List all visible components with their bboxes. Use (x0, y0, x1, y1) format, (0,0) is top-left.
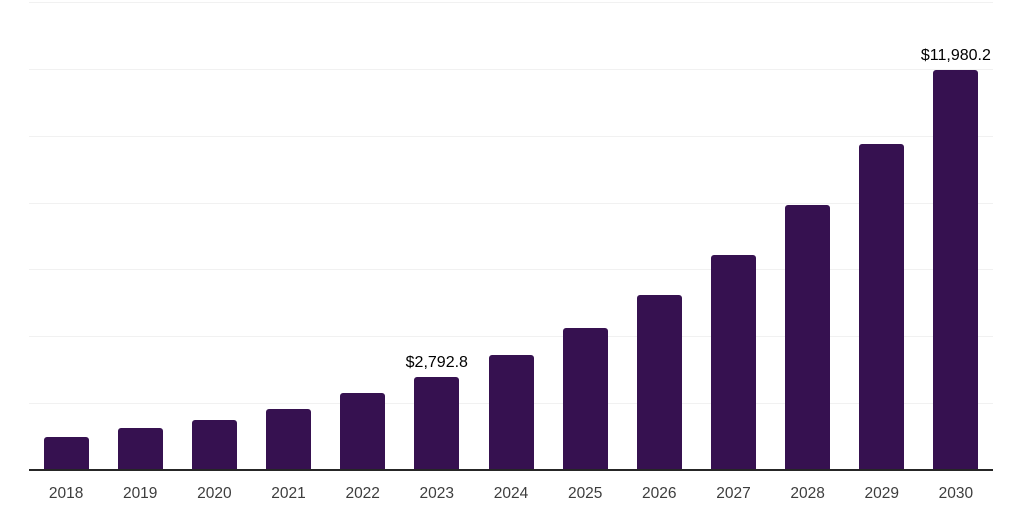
gridline (29, 269, 993, 271)
x-axis-label-2021: 2021 (271, 485, 306, 502)
bar-2025[interactable] (562, 327, 608, 470)
x-axis-label-2018: 2018 (48, 485, 84, 502)
x-axis-label-2027: 2027 (716, 485, 751, 502)
gridline (29, 336, 993, 338)
data-label-2023: $2,792.8 (405, 353, 468, 371)
x-axis-label-2020: 2020 (197, 485, 232, 502)
x-axis-label-2022: 2022 (345, 485, 380, 502)
x-axis-label-2023: 2023 (419, 485, 455, 502)
bar-2027[interactable] (711, 254, 756, 470)
bar-2021[interactable] (266, 408, 311, 470)
x-axis-line (29, 469, 993, 471)
gridline (29, 2, 993, 3)
x-axis-label-2026: 2026 (642, 485, 677, 502)
data-label-2030: $11,980.2 (920, 46, 991, 64)
x-axis-label-2029: 2029 (864, 485, 900, 502)
gridline (29, 135, 993, 137)
x-axis-label-2025: 2025 (567, 485, 603, 502)
bar-2028[interactable] (785, 205, 831, 470)
x-axis-label-2028: 2028 (790, 485, 825, 502)
bar-2026[interactable] (636, 295, 682, 470)
bar-2022[interactable] (340, 392, 386, 470)
bar-2030[interactable] (933, 69, 979, 470)
bar-2019[interactable] (117, 428, 163, 470)
bar-2029[interactable] (859, 144, 905, 470)
x-axis-label-2019: 2019 (122, 485, 158, 502)
gridline (29, 202, 993, 204)
bar-2024[interactable] (488, 355, 534, 470)
bar-2020[interactable] (191, 419, 237, 470)
bar-2018[interactable] (43, 436, 89, 470)
x-axis-label-2030: 2030 (938, 485, 974, 502)
x-axis-label-2024: 2024 (493, 485, 529, 502)
bar-2023[interactable] (414, 376, 460, 470)
gridline (29, 68, 993, 70)
